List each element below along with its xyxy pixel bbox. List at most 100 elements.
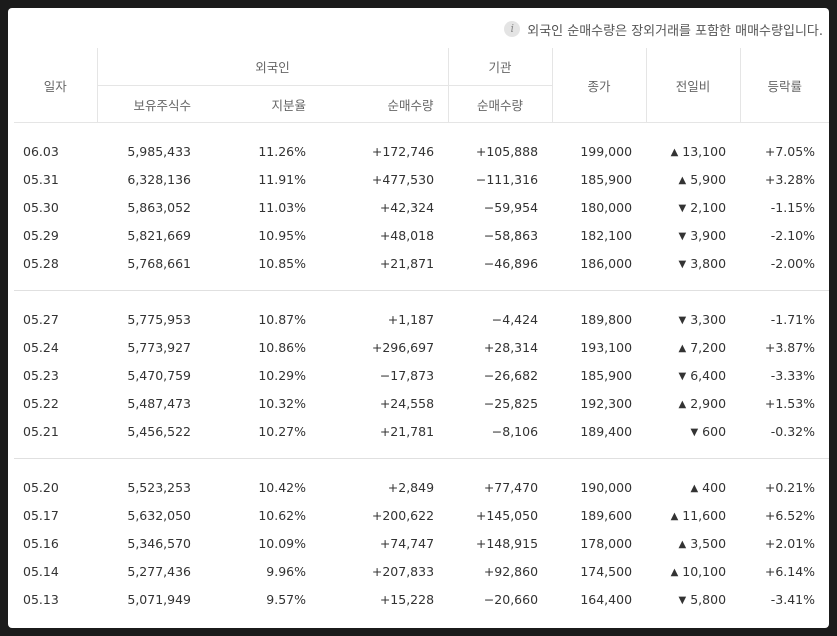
row-change: ▼ 3,300 bbox=[646, 305, 740, 333]
row-date: 05.23 bbox=[23, 367, 59, 383]
row-date: 05.24 bbox=[23, 339, 59, 355]
row-share: 11.26% bbox=[258, 143, 306, 159]
table-row: 05.24 5,773,927 10.86% +296,697 +28,314 193,1… bbox=[14, 333, 829, 361]
row-share: 10.42% bbox=[258, 479, 306, 495]
notice-bar: i 외국인 순매수량은 장외거래를 포함한 매매수량입니다. bbox=[504, 19, 823, 39]
triangle-down-icon: ▼ bbox=[678, 370, 687, 382]
row-close: 186,000 bbox=[580, 255, 633, 271]
row-rate: -1.71% bbox=[770, 311, 816, 327]
row-date: 05.14 bbox=[23, 563, 59, 579]
row-change-value: 5,800 bbox=[690, 591, 727, 607]
info-icon[interactable]: i bbox=[504, 21, 521, 37]
header-date: 일자 bbox=[14, 48, 97, 123]
row-change-value: 6,400 bbox=[690, 367, 727, 383]
row-rate: -0.32% bbox=[770, 423, 816, 439]
row-date: 05.20 bbox=[23, 479, 59, 495]
notice-text: 외국인 순매수량은 장외거래를 포함한 매매수량입니다. bbox=[527, 23, 823, 39]
row-change-value: 600 bbox=[702, 423, 727, 439]
row-close: 193,100 bbox=[580, 339, 633, 355]
triangle-up-icon: ▲ bbox=[678, 538, 687, 550]
row-change-value: 3,300 bbox=[690, 311, 727, 327]
row-share: 10.87% bbox=[258, 311, 306, 327]
row-net-institution: −8,106 bbox=[491, 423, 539, 439]
row-net-institution: +145,050 bbox=[475, 507, 539, 523]
row-date: 05.13 bbox=[23, 591, 59, 607]
row-change: ▲ 11,600 bbox=[646, 501, 740, 529]
row-holdings: 5,346,570 bbox=[127, 535, 191, 551]
row-share: 10.85% bbox=[258, 255, 306, 271]
table-row: 06.03 5,985,433 11.26% +172,746 +105,888 199,… bbox=[14, 137, 829, 165]
table-row: 05.20 5,523,253 10.42% +2,849 +77,470 190,000… bbox=[14, 473, 829, 501]
row-change: ▲ 13,100 bbox=[646, 137, 740, 165]
row-net-institution: +92,860 bbox=[483, 563, 539, 579]
row-change-value: 3,800 bbox=[690, 255, 727, 271]
row-net-foreign: +1,187 bbox=[387, 311, 435, 327]
row-holdings: 5,775,953 bbox=[127, 311, 191, 327]
header-foreigner: 외국인 bbox=[96, 48, 449, 86]
row-rate: +1.53% bbox=[764, 395, 816, 411]
row-rate: +0.21% bbox=[764, 479, 816, 495]
table-row: 05.14 5,277,436 9.96% +207,833 +92,860 174,50… bbox=[14, 557, 829, 585]
row-net-foreign: −17,873 bbox=[379, 367, 435, 383]
row-net-institution: +105,888 bbox=[475, 143, 539, 159]
row-rate: -3.41% bbox=[770, 591, 816, 607]
investor-trend-panel: i 외국인 순매수량은 장외거래를 포함한 매매수량입니다. 일자 외국인 기관… bbox=[8, 8, 829, 628]
row-close: 174,500 bbox=[580, 563, 633, 579]
table-row: 05.13 5,071,949 9.57% +15,228 −20,660 164,400… bbox=[14, 585, 829, 613]
row-net-foreign: +21,871 bbox=[379, 255, 435, 271]
row-close: 189,600 bbox=[580, 507, 633, 523]
row-holdings: 6,328,136 bbox=[127, 171, 191, 187]
row-share: 11.91% bbox=[258, 171, 306, 187]
row-date: 05.21 bbox=[23, 423, 59, 439]
row-net-foreign: +296,697 bbox=[371, 339, 435, 355]
row-net-institution: −20,660 bbox=[483, 591, 539, 607]
row-net-institution: −46,896 bbox=[483, 255, 539, 271]
row-holdings: 5,456,522 bbox=[127, 423, 191, 439]
table-row: 05.22 5,487,473 10.32% +24,558 −25,825 192,30… bbox=[14, 389, 829, 417]
row-share: 10.32% bbox=[258, 395, 306, 411]
row-share: 10.86% bbox=[258, 339, 306, 355]
row-net-foreign: +477,530 bbox=[371, 171, 435, 187]
row-rate: -1.15% bbox=[770, 199, 816, 215]
row-close: 189,400 bbox=[580, 423, 633, 439]
header-share: 지분율 bbox=[205, 85, 320, 123]
row-net-institution: −58,863 bbox=[483, 227, 539, 243]
row-share: 9.57% bbox=[266, 591, 306, 607]
row-share: 9.96% bbox=[266, 563, 306, 579]
triangle-down-icon: ▼ bbox=[678, 314, 687, 326]
row-net-foreign: +200,622 bbox=[371, 507, 435, 523]
header-close: 종가 bbox=[551, 48, 647, 123]
row-change-value: 7,200 bbox=[690, 339, 727, 355]
row-rate: +6.14% bbox=[764, 563, 816, 579]
row-share: 10.29% bbox=[258, 367, 306, 383]
row-change: ▼ 600 bbox=[646, 417, 740, 445]
triangle-down-icon: ▼ bbox=[690, 426, 699, 438]
row-close: 185,900 bbox=[580, 171, 633, 187]
row-holdings: 5,863,052 bbox=[127, 199, 191, 215]
triangle-up-icon: ▲ bbox=[670, 566, 679, 578]
table-row: 05.27 5,775,953 10.87% +1,187 −4,424 189,800 ▼… bbox=[14, 305, 829, 333]
row-change: ▼ 6,400 bbox=[646, 361, 740, 389]
row-net-foreign: +21,781 bbox=[379, 423, 435, 439]
triangle-up-icon: ▲ bbox=[670, 510, 679, 522]
row-date: 05.30 bbox=[23, 199, 59, 215]
row-date: 05.29 bbox=[23, 227, 59, 243]
row-share: 10.62% bbox=[258, 507, 306, 523]
row-close: 182,100 bbox=[580, 227, 633, 243]
row-holdings: 5,523,253 bbox=[127, 479, 191, 495]
triangle-down-icon: ▼ bbox=[678, 258, 687, 270]
row-change: ▼ 3,800 bbox=[646, 249, 740, 277]
row-net-institution: +77,470 bbox=[483, 479, 539, 495]
row-close: 190,000 bbox=[580, 479, 633, 495]
row-net-institution: −4,424 bbox=[491, 311, 539, 327]
row-net-institution: +148,915 bbox=[475, 535, 539, 551]
row-holdings: 5,470,759 bbox=[127, 367, 191, 383]
row-net-foreign: +24,558 bbox=[379, 395, 435, 411]
table-body: 06.03 5,985,433 11.26% +172,746 +105,888 199,… bbox=[14, 123, 829, 614]
header-change: 전일비 bbox=[645, 48, 741, 123]
row-net-foreign: +42,324 bbox=[379, 199, 435, 215]
row-share: 10.95% bbox=[258, 227, 306, 243]
row-holdings: 5,985,433 bbox=[127, 143, 191, 159]
row-change: ▼ 5,800 bbox=[646, 585, 740, 613]
triangle-up-icon: ▲ bbox=[678, 174, 687, 186]
